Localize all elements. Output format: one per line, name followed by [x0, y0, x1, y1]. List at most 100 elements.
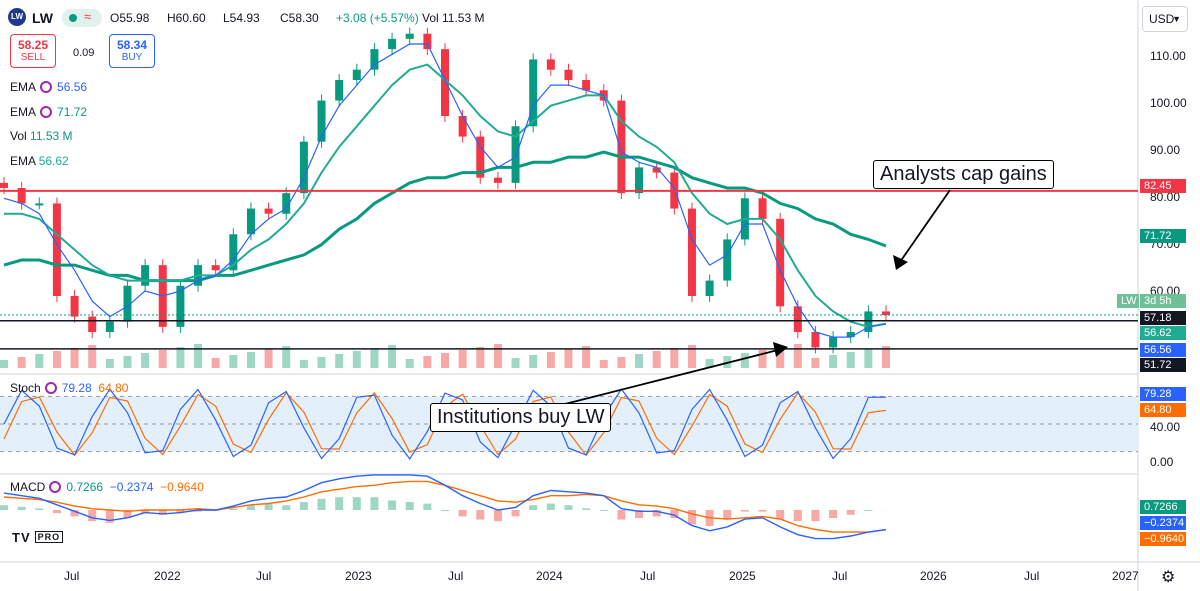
candle-body	[758, 198, 767, 219]
candle-body	[88, 316, 97, 332]
institutions-arrow-head	[773, 342, 788, 357]
macd-histogram-bar	[670, 510, 679, 518]
volume-bar	[0, 360, 8, 368]
ohlc-close: C58.30	[280, 11, 319, 25]
volume-bar	[476, 347, 485, 368]
volume-bar	[264, 349, 273, 368]
refresh-icon	[40, 81, 53, 93]
ohlc-open: O55.98	[110, 11, 150, 25]
macd-histogram-bar	[740, 510, 749, 512]
candle-body	[0, 182, 8, 188]
macd-legend[interactable]: MACD 0.7266 −0.2374 −0.9640	[10, 480, 204, 494]
analysts-callout[interactable]: Analysts cap gains	[873, 160, 1054, 189]
macd-histogram-bar	[264, 503, 273, 510]
macd-histogram-bar	[582, 508, 591, 510]
price-tick: 80.00	[1150, 190, 1181, 204]
macd-histogram-bar	[529, 505, 538, 510]
candle-body	[546, 59, 555, 70]
volume-bar	[158, 350, 167, 368]
vol-label: Vol	[10, 129, 27, 143]
candle-body	[635, 167, 644, 194]
stoch-label: Stoch	[10, 381, 41, 395]
tv-logo-text: TV	[12, 530, 31, 545]
candle-body	[846, 332, 855, 338]
time-tick: 2022	[154, 569, 181, 583]
volume-legend[interactable]: Vol 11.53 M	[10, 129, 73, 143]
candle-body	[264, 208, 273, 214]
volume-bar	[652, 351, 661, 368]
time-tick: 2024	[536, 569, 563, 583]
resistance-price-tag: 82.45	[1140, 179, 1186, 193]
volume-bar	[423, 356, 432, 368]
candle-body	[246, 208, 255, 235]
volume-bar	[829, 355, 838, 368]
candle-body	[70, 296, 79, 317]
macd-histogram-bar	[17, 506, 26, 510]
analysts-arrow-head	[893, 255, 908, 270]
volume-bar	[52, 351, 61, 368]
symbol-name[interactable]: LW	[32, 10, 53, 26]
candle-body	[687, 208, 696, 296]
macd-histogram-bar	[194, 510, 203, 512]
ema-slow-label: EMA	[10, 105, 37, 119]
macd-histogram-bar	[864, 510, 873, 511]
volume-bar	[617, 357, 626, 368]
volume-bar	[635, 354, 644, 368]
candle-body	[582, 80, 591, 91]
macd-histogram-bar	[811, 510, 820, 522]
tradingview-logo[interactable]: TV PRO	[12, 530, 64, 545]
ema-fast-legend[interactable]: EMA 56.56	[10, 80, 87, 94]
volume-bar	[441, 353, 449, 368]
candle-body	[352, 69, 361, 80]
volume-bar	[687, 345, 696, 368]
currency-selector[interactable]: USD ▼	[1142, 6, 1188, 32]
time-tick: Jul	[256, 569, 272, 583]
volume-bar	[70, 348, 79, 368]
macd-histogram-bar	[52, 510, 61, 514]
macd-histogram-bar	[687, 510, 696, 525]
refresh-icon	[40, 106, 53, 118]
candle-body	[776, 218, 785, 307]
volume-bar	[211, 358, 220, 368]
candle-body	[176, 285, 185, 327]
refresh-icon	[49, 481, 62, 493]
macd-histogram-bar	[423, 503, 432, 510]
gear-icon[interactable]: ⚙	[1161, 569, 1176, 586]
volume-bar	[758, 350, 767, 368]
volume-bar	[194, 344, 203, 368]
volume-bar	[705, 359, 714, 368]
time-tick: 2023	[345, 569, 372, 583]
volume-bar	[317, 357, 326, 368]
sell-label: SELL	[20, 52, 46, 63]
buy-button[interactable]: 58.34 BUY	[109, 34, 155, 68]
macd-pane	[0, 474, 890, 540]
candle-body	[335, 80, 344, 101]
stoch-legend[interactable]: Stoch 79.28 64.80	[10, 381, 128, 395]
volume-bar	[299, 360, 308, 368]
candle-body	[423, 33, 432, 50]
volume-bar	[546, 352, 555, 368]
macd-histogram-bar	[846, 510, 855, 515]
ema-mid-price-tag: 56.62	[1140, 326, 1186, 340]
ema-mid-label: EMA	[10, 154, 36, 168]
sell-button[interactable]: 58.25 SELL	[10, 34, 56, 68]
institutions-callout[interactable]: Institutions buy LW	[430, 403, 612, 432]
candle-body	[811, 332, 820, 348]
macd-histogram-bar	[458, 510, 467, 517]
approx-icon: ≈	[84, 9, 92, 24]
candle-body	[370, 49, 379, 70]
volume-bar	[599, 360, 608, 368]
stoch-k-line	[3, 388, 887, 460]
stoch-k-tag: 79.28	[1140, 387, 1186, 401]
volume-bar	[105, 359, 114, 368]
ohlc-low: L54.93	[223, 11, 260, 25]
ohlc-high: H60.60	[167, 11, 206, 25]
macd-histogram-bar	[299, 502, 308, 510]
buy-price: 58.34	[116, 38, 148, 52]
status-dots[interactable]: ≈	[62, 9, 102, 27]
ema-mid-legend[interactable]: EMA 56.62	[10, 154, 69, 168]
macd-histogram-bar	[335, 497, 344, 510]
ema-slow-legend[interactable]: EMA 71.72	[10, 105, 87, 119]
symbol-price-tag: LW	[1117, 294, 1139, 308]
